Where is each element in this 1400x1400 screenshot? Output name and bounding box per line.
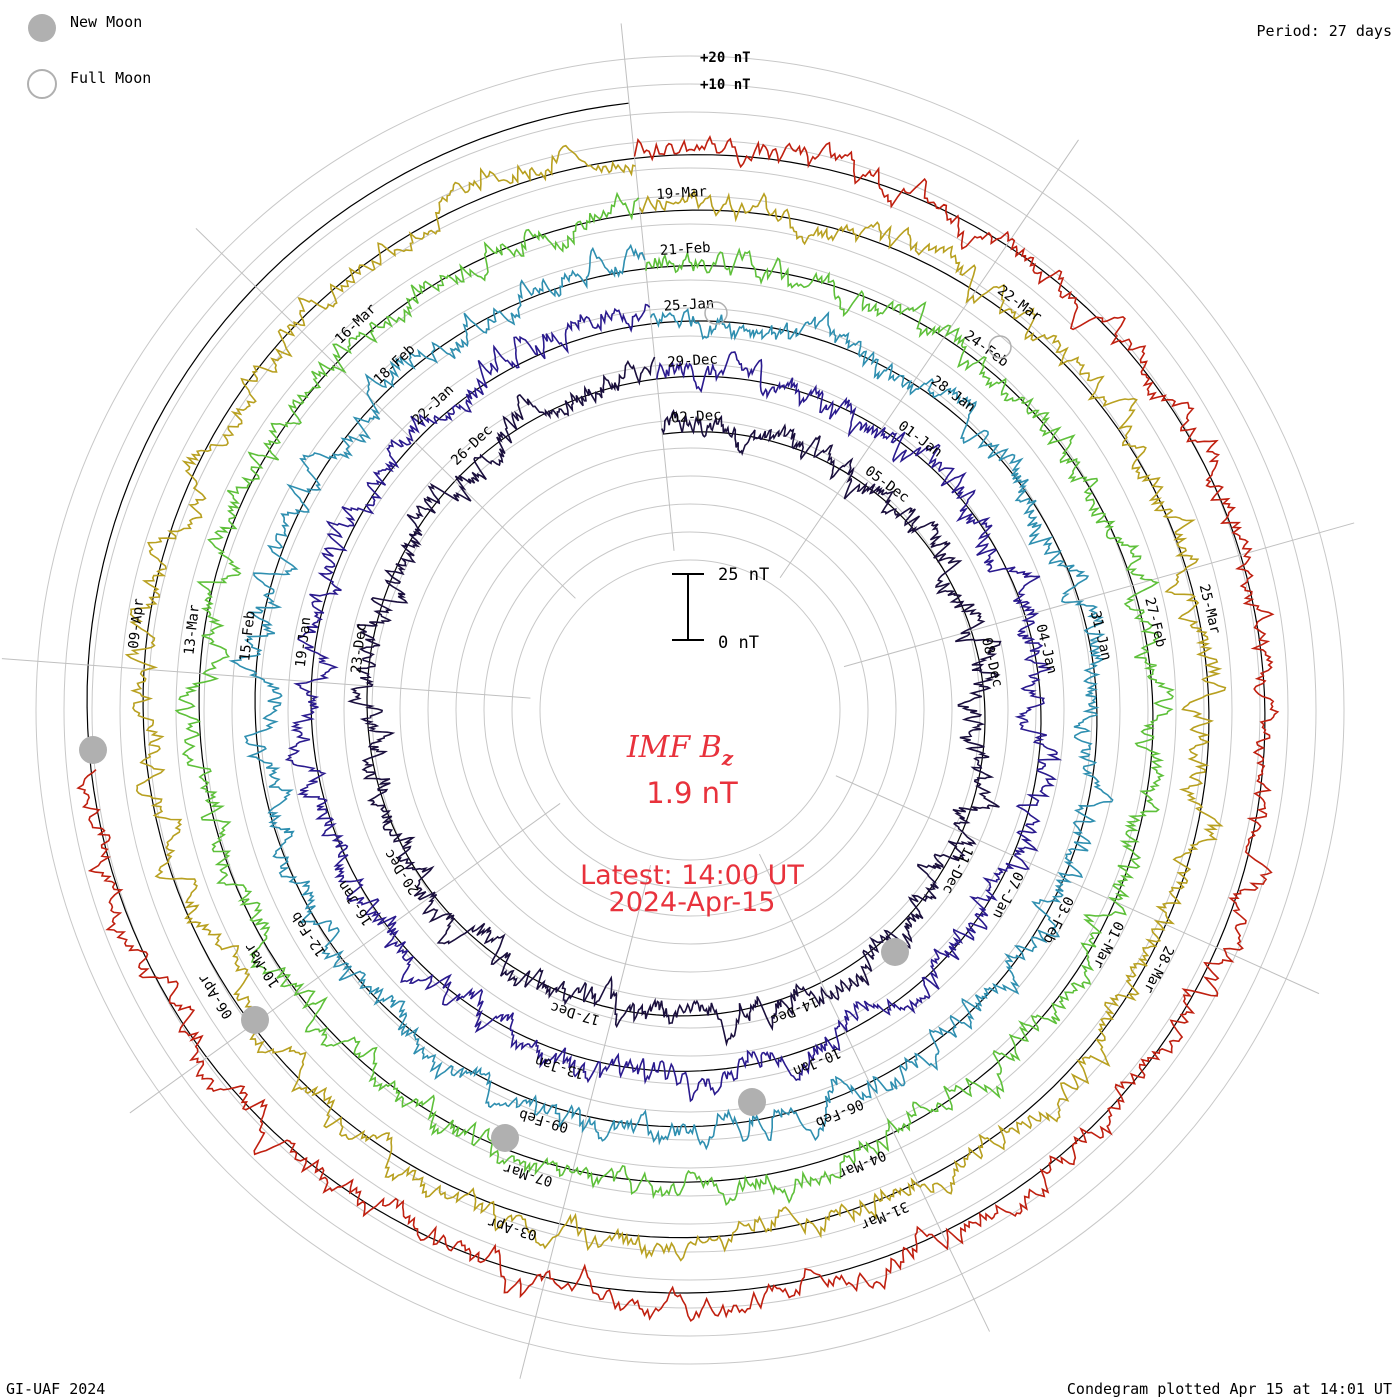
date-tick-label: 17-Dec <box>549 998 602 1028</box>
date-tick-label: 29-Dec <box>667 351 719 370</box>
date-tick-label: 19-Mar <box>656 184 708 203</box>
grid-ring <box>511 531 869 889</box>
grid-ring <box>483 503 897 917</box>
latest-date: 2024-Apr-15 <box>609 887 776 918</box>
grid-ring <box>119 139 1261 1281</box>
scale-marker-10: +10 nT <box>700 77 751 93</box>
day-spoke <box>620 23 675 551</box>
grid-ring <box>231 251 1149 1169</box>
date-tick-label: 07-Jan <box>989 869 1026 921</box>
date-tick-label: 11-Dec <box>939 844 976 896</box>
trace-series-3 <box>228 243 1114 1151</box>
grid-ring <box>91 111 1289 1309</box>
date-tick-label: 09-Apr <box>126 598 147 650</box>
day-spokes <box>1 23 1355 1379</box>
grid-ring <box>35 55 1345 1365</box>
day-spoke <box>779 139 1079 579</box>
full-moon-marker <box>988 335 1012 359</box>
grid-ring <box>147 167 1233 1253</box>
period-label: Period: 27 days <box>1256 22 1392 40</box>
new-moon-marker <box>491 1124 519 1152</box>
scale-marker-20: +20 nT <box>700 50 751 66</box>
full-moon-marker <box>704 301 728 325</box>
grid-ring <box>399 419 981 1001</box>
date-tick-label: 04-Mar <box>836 1147 889 1182</box>
current-value: 1.9 nT <box>646 776 738 810</box>
day-spoke <box>195 227 576 599</box>
date-tick-label: 13-Mar <box>181 604 202 656</box>
grid-ring <box>315 335 1065 1085</box>
day-spoke <box>835 775 1320 995</box>
chart-title: IMF Bz <box>626 730 734 770</box>
scale-top-label: 25 nT <box>718 565 769 585</box>
day-spoke <box>519 864 652 1379</box>
grid-ring <box>203 223 1177 1197</box>
data-traces <box>76 135 1280 1323</box>
date-tick-label: 05-Dec <box>862 463 912 506</box>
date-tick-label: 18-Feb <box>371 341 419 388</box>
new-moon-label: New Moon <box>70 13 143 31</box>
date-tick-label: 01-Jan <box>895 418 945 461</box>
date-tick-label: 25-Jan <box>663 296 715 315</box>
credit-label: GI-UAF 2024 <box>6 1380 106 1398</box>
date-tick-label: 01-Mar <box>1090 918 1127 970</box>
date-tick-label: 02-Dec <box>671 407 723 426</box>
grid-ring <box>455 475 925 945</box>
full-moon-label: Full Moon <box>70 69 152 87</box>
scale-bar: 25 nT 0 nT <box>672 565 769 653</box>
date-tick-label: 31-Mar <box>858 1198 911 1233</box>
day-spoke <box>1 658 531 699</box>
new-moon-marker <box>738 1088 766 1116</box>
new-moon-marker <box>241 1006 269 1034</box>
trace-series-2 <box>284 303 1063 1103</box>
grid-ring <box>371 391 1009 1029</box>
moon-markers <box>79 301 1012 1152</box>
grid-ring <box>63 83 1317 1337</box>
grid-ring <box>259 279 1121 1141</box>
full-moon-icon <box>27 69 57 99</box>
trace-series-5 <box>124 144 1227 1262</box>
new-moon-marker <box>79 736 107 764</box>
date-tick-label: 21-Feb <box>660 240 712 259</box>
trace-series-4 <box>174 191 1175 1207</box>
date-tick-label: 06-Feb <box>813 1095 866 1130</box>
date-tick-label: 19-Jan <box>293 616 314 668</box>
date-tick-label: 28-Mar <box>1140 943 1177 995</box>
new-moon-marker <box>881 938 909 966</box>
date-tick-label: 07-Mar <box>502 1160 555 1190</box>
day-spoke <box>759 853 990 1332</box>
latest-time: Latest: 14:00 UT <box>580 860 804 891</box>
grid-ring <box>427 447 953 973</box>
new-moon-icon <box>28 14 56 42</box>
date-tick-label: 15-Feb <box>237 610 258 662</box>
date-tick-label: 23-Dec <box>348 622 369 674</box>
scale-bottom-label: 0 nT <box>718 633 759 653</box>
grid-ring <box>287 307 1093 1113</box>
trace-series-6 <box>76 135 1280 1323</box>
date-tick-label: 28-Jan <box>928 373 978 416</box>
grid-ring <box>539 559 841 861</box>
trace-series-1 <box>347 356 1002 1047</box>
day-spoke <box>843 522 1355 668</box>
plotted-label: Condegram plotted Apr 15 at 14:01 UT <box>1066 1380 1392 1398</box>
